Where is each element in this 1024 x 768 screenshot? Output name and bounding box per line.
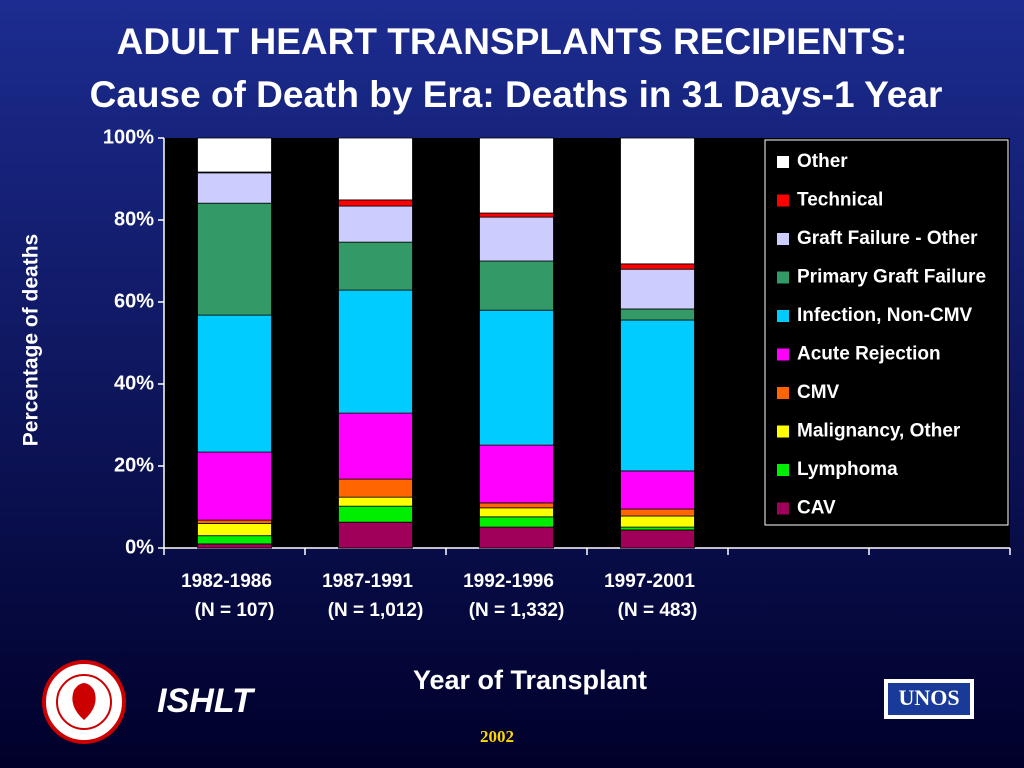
legend-label: Graft Failure - Other xyxy=(797,228,978,249)
bar-segment xyxy=(620,263,695,270)
y-tick-label: 80% xyxy=(114,208,154,230)
x-tick-note: (N = 107) xyxy=(195,600,275,621)
bar-segment xyxy=(338,199,413,207)
bar-segment xyxy=(620,508,695,517)
bar-segment xyxy=(620,526,695,531)
y-tick-label: 20% xyxy=(114,454,154,476)
ishlt-logo xyxy=(42,660,126,744)
bar-segment xyxy=(338,289,413,414)
y-axis-label: Percentage of deaths xyxy=(20,234,43,446)
bar-segment xyxy=(197,523,272,537)
y-tick-label: 40% xyxy=(114,372,154,394)
bar-segment xyxy=(338,478,413,498)
legend-swatch xyxy=(777,387,789,399)
legend-swatch xyxy=(777,194,789,207)
x-axis-label: Year of Transplant xyxy=(413,665,647,695)
legend-label: Malignancy, Other xyxy=(797,421,961,442)
bar-segment xyxy=(338,521,413,549)
year: 2002 xyxy=(480,727,514,746)
bar-segment xyxy=(620,268,695,310)
legend-swatch xyxy=(777,310,789,322)
bar-segment xyxy=(479,137,554,214)
bar-segment xyxy=(479,502,554,509)
legend-swatch xyxy=(777,156,789,168)
bar-segment xyxy=(479,526,554,549)
legend-swatch xyxy=(777,502,789,515)
bar-segment xyxy=(620,515,695,528)
bar-segment xyxy=(620,137,695,265)
bar-segment xyxy=(197,451,272,521)
x-tick-label: 1987-1991 xyxy=(322,571,413,592)
bar-segment xyxy=(479,260,554,311)
legend-label: CMV xyxy=(797,382,840,403)
bar-segment xyxy=(479,212,554,218)
bar-segment xyxy=(338,505,413,523)
bar-segment xyxy=(338,496,413,507)
bar-segment xyxy=(197,202,272,316)
bar-segment xyxy=(479,507,554,518)
legend-swatch xyxy=(777,348,789,361)
legend-label: Infection, Non-CMV xyxy=(797,305,973,326)
unos-logo-inner xyxy=(888,683,970,715)
bar-segment xyxy=(338,137,413,201)
legend-label: Primary Graft Failure xyxy=(797,267,986,288)
bar-segment xyxy=(197,172,272,204)
chart-subtitle: Cause of Death by Era: Deaths in 31 Days… xyxy=(90,74,943,115)
legend-box xyxy=(764,139,1009,526)
legend-label: Technical xyxy=(797,190,883,211)
y-tick-label: 0% xyxy=(125,536,154,558)
x-tick-label: 1982-1986 xyxy=(181,571,272,592)
bar-segment xyxy=(479,216,554,262)
bar-segment xyxy=(479,516,554,528)
bar-segment xyxy=(338,241,413,291)
bar-segment xyxy=(620,470,695,510)
bar-segment xyxy=(479,309,554,446)
legend-label: Lymphoma xyxy=(797,459,898,480)
legend-swatch xyxy=(777,425,789,438)
bar-segment xyxy=(197,314,272,453)
bar-segment xyxy=(620,308,695,321)
legend-swatch xyxy=(777,464,789,476)
legend-label: CAV xyxy=(797,498,836,519)
society-name: ISHLT xyxy=(157,682,256,720)
bar-segment xyxy=(479,444,554,504)
unos-text: UNOS xyxy=(898,685,959,710)
y-tick-label: 60% xyxy=(114,290,154,312)
bar-segment xyxy=(197,519,272,524)
y-tick-label: 100% xyxy=(103,126,154,148)
bar-segment xyxy=(620,529,695,549)
x-tick-note: (N = 1,012) xyxy=(328,600,424,621)
bar-segment xyxy=(197,535,272,545)
bar-segment xyxy=(620,319,695,472)
legend-label: Other xyxy=(797,151,848,172)
bar-segment xyxy=(197,137,272,173)
legend-swatch xyxy=(777,271,789,284)
chart-title: ADULT HEART TRANSPLANTS RECIPIENTS: xyxy=(117,21,908,62)
bar-segment xyxy=(338,205,413,243)
x-tick-label: 1997-2001 xyxy=(604,571,695,592)
legend-swatch xyxy=(777,233,789,245)
legend-label: Acute Rejection xyxy=(797,344,941,365)
x-tick-label: 1992-1996 xyxy=(463,571,554,592)
bar-segment xyxy=(197,543,272,549)
logo-heart xyxy=(72,683,96,720)
x-tick-note: (N = 1,332) xyxy=(469,600,565,621)
bar-segment xyxy=(338,412,413,480)
x-tick-note: (N = 483) xyxy=(618,600,698,621)
